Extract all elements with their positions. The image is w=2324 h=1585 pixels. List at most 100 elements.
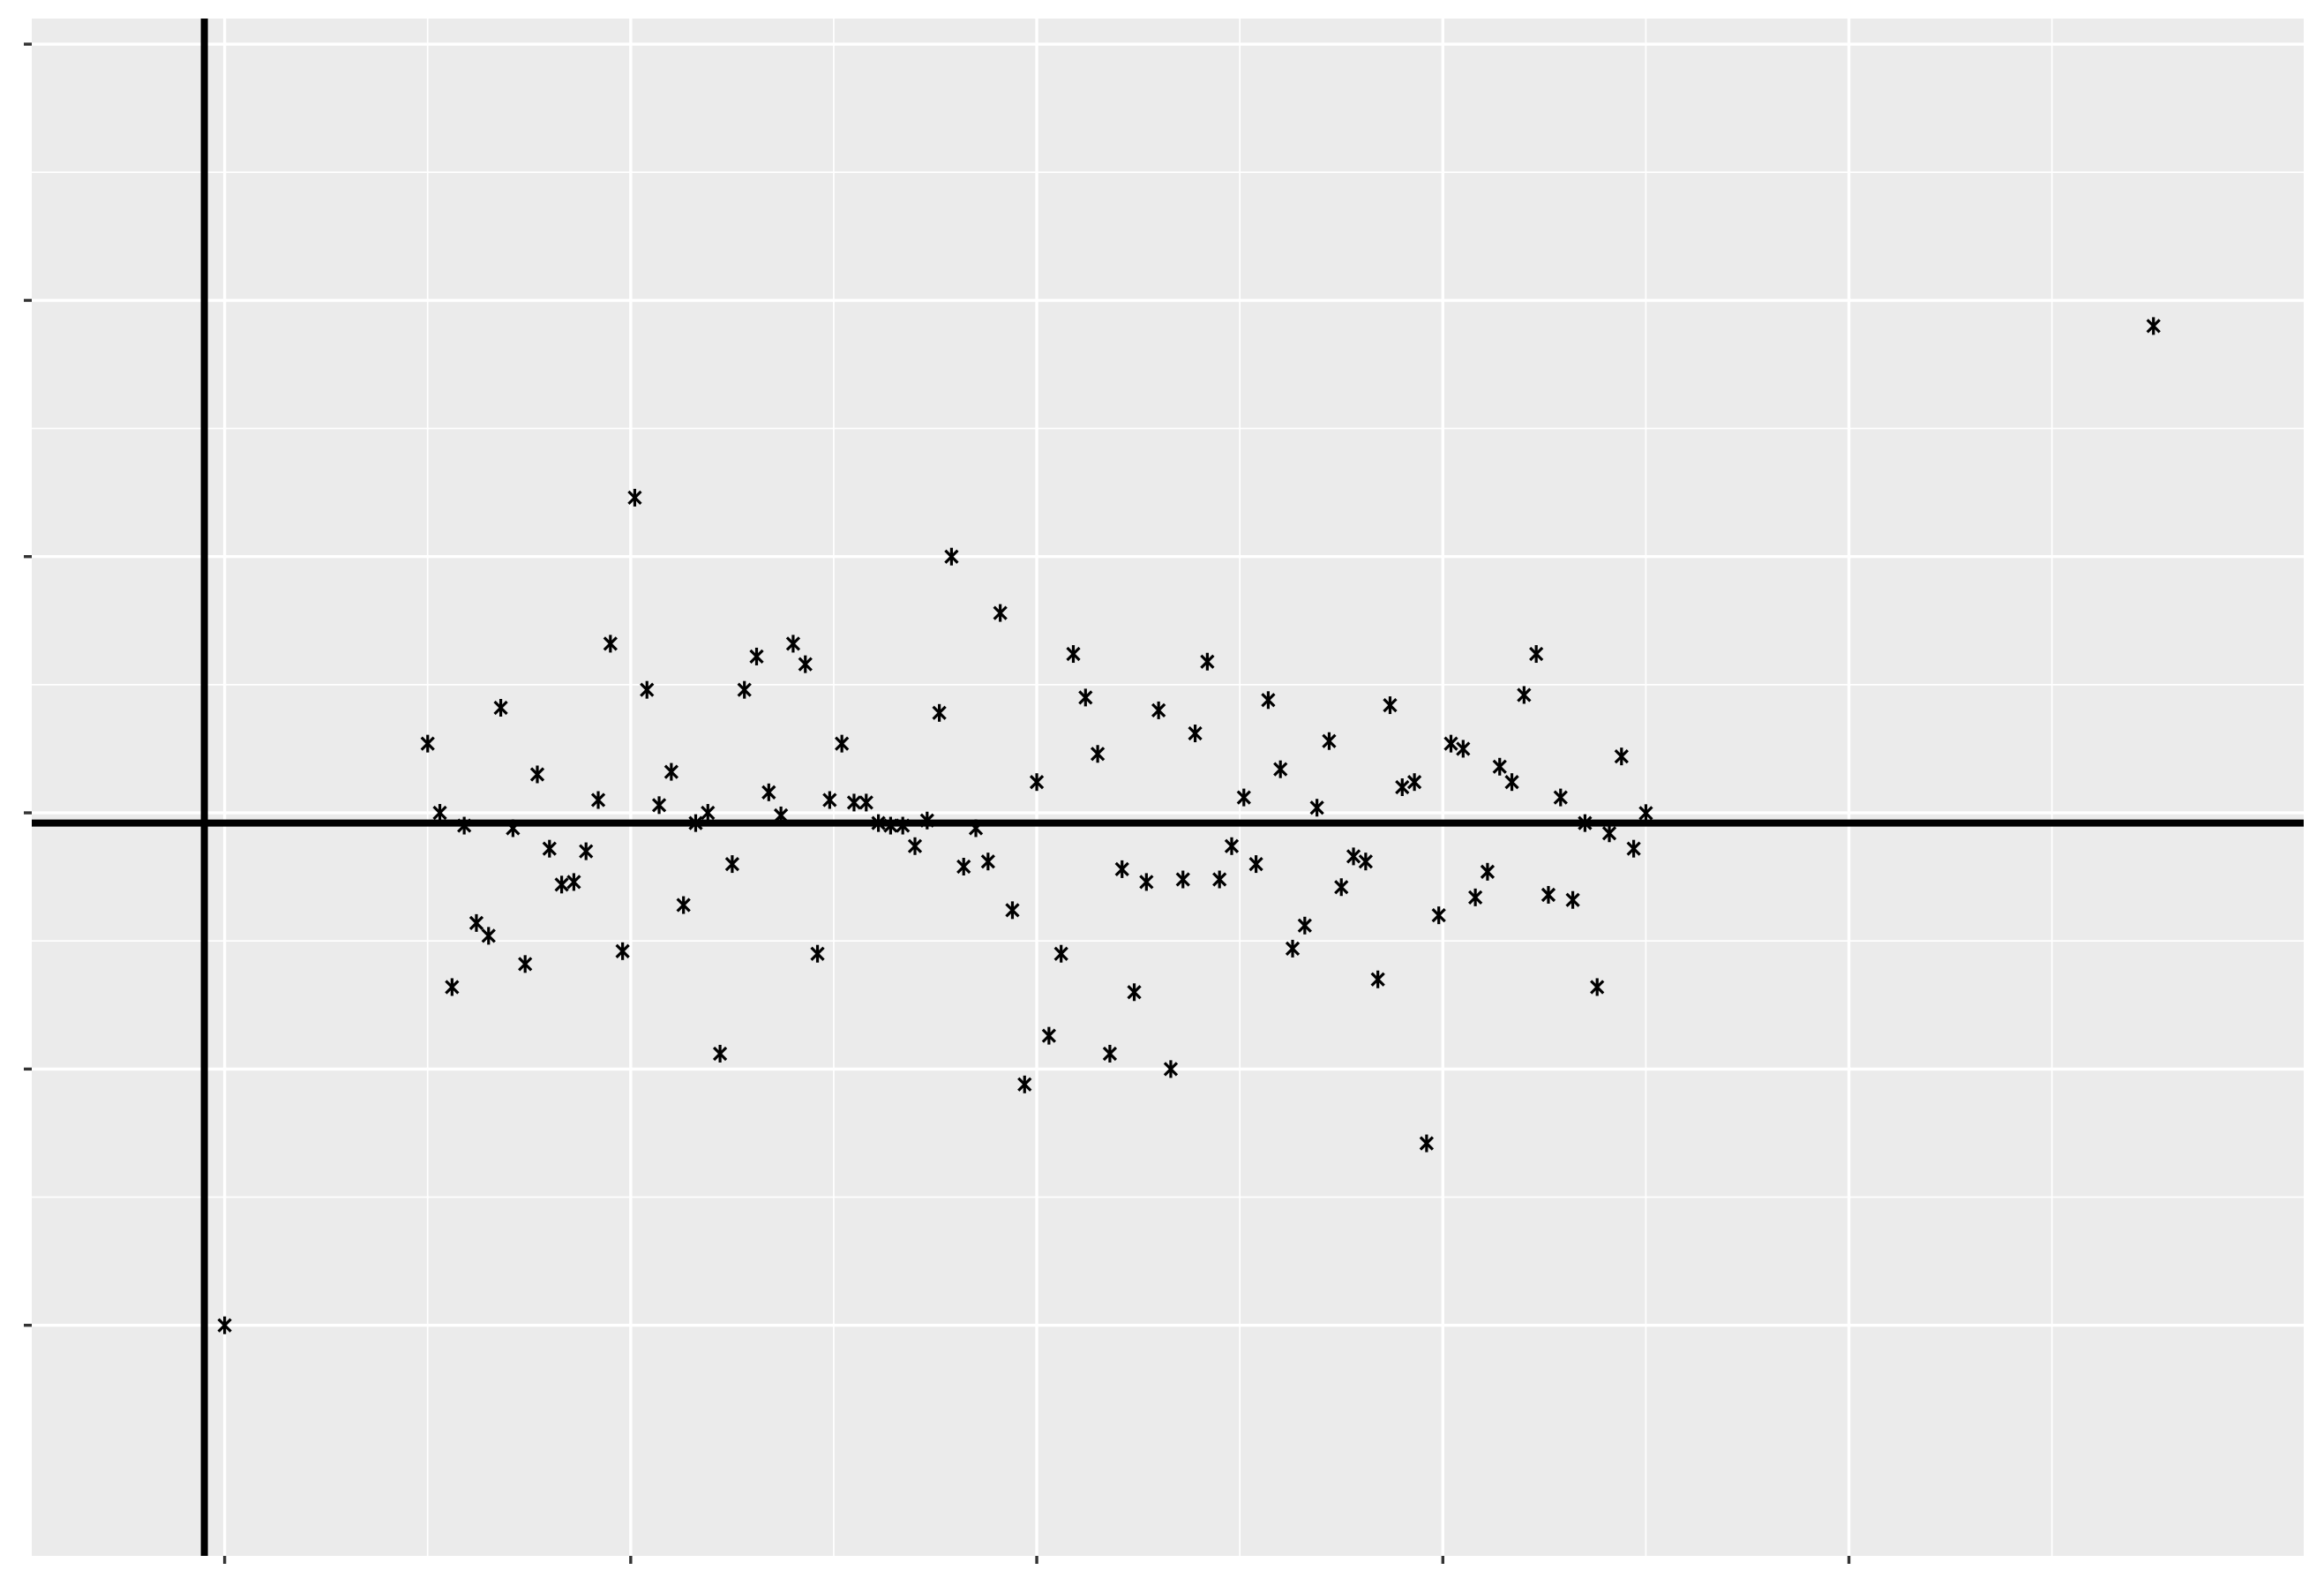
- data-point: [761, 783, 776, 801]
- data-point: [1041, 1026, 1057, 1045]
- data-point: [1200, 652, 1215, 671]
- data-point: [712, 1044, 728, 1063]
- data-point: [1273, 760, 1288, 778]
- data-point: [1578, 814, 1593, 832]
- data-point: [1383, 696, 1398, 715]
- data-point: [217, 1316, 232, 1334]
- data-point: [566, 873, 581, 891]
- data-point: [542, 839, 557, 858]
- data-point: [980, 853, 995, 871]
- data-point: [1395, 778, 1410, 796]
- data-point: [493, 698, 508, 717]
- data-point: [554, 875, 569, 894]
- data-point: [1078, 688, 1093, 707]
- data-point: [822, 791, 837, 809]
- data-point: [1492, 757, 1507, 776]
- data-point: [2146, 317, 2161, 335]
- data-point: [1358, 853, 1373, 871]
- data-point: [944, 547, 959, 566]
- data-point: [603, 635, 618, 653]
- data-point: [1443, 734, 1458, 753]
- data-point: [615, 942, 630, 960]
- data-point: [883, 816, 898, 835]
- data-point: [1541, 885, 1556, 904]
- data-point: [835, 734, 850, 753]
- data-point: [1529, 645, 1544, 664]
- data-point: [663, 762, 678, 781]
- data-point: [1626, 839, 1641, 858]
- data-point: [1005, 901, 1020, 920]
- data-point: [956, 858, 971, 876]
- data-point: [1504, 773, 1519, 792]
- data-point: [457, 816, 472, 835]
- data-point: [1090, 745, 1106, 763]
- data-point: [858, 793, 873, 812]
- data-point: [773, 806, 789, 824]
- data-point: [1553, 788, 1568, 807]
- data-point: [1066, 645, 1081, 664]
- data-point: [1456, 740, 1471, 758]
- data-point: [846, 793, 862, 812]
- data-point: [1261, 691, 1276, 710]
- data-point: [871, 814, 886, 832]
- data-point: [506, 819, 521, 838]
- data-point: [1419, 1134, 1435, 1153]
- data-point: [1212, 870, 1227, 889]
- data-point: [1322, 732, 1337, 750]
- data-point: [1175, 870, 1190, 889]
- data-point: [896, 816, 911, 835]
- data-point: [1248, 855, 1263, 874]
- data-point: [445, 978, 460, 996]
- data-point: [1309, 799, 1324, 817]
- data-point: [1163, 1060, 1179, 1078]
- data-point: [724, 855, 740, 874]
- major-gridlines: [32, 19, 2304, 1556]
- data-point: [968, 819, 984, 838]
- data-point: [1565, 890, 1580, 909]
- data-point: [1601, 824, 1617, 843]
- data-point: [1017, 1075, 1032, 1093]
- data-points: [217, 317, 2161, 1334]
- data-point: [1370, 970, 1385, 988]
- data-point: [688, 814, 703, 832]
- axis-ticks: [24, 42, 1851, 1564]
- data-point: [798, 655, 813, 673]
- data-point: [785, 635, 801, 653]
- data-point: [1614, 747, 1629, 766]
- data-point: [1346, 847, 1361, 866]
- data-point: [420, 734, 435, 753]
- data-point: [907, 837, 923, 855]
- data-point: [1334, 878, 1349, 897]
- data-point: [810, 944, 825, 963]
- reference-lines: [32, 19, 2304, 1556]
- minor-gridlines: [32, 19, 2304, 1556]
- data-point: [1297, 916, 1312, 935]
- data-point: [529, 765, 545, 784]
- data-point: [993, 604, 1008, 622]
- data-point: [1236, 788, 1251, 807]
- data-point: [469, 913, 484, 932]
- data-point: [1590, 978, 1605, 996]
- data-point: [590, 791, 606, 809]
- data-point: [1188, 725, 1203, 743]
- data-point: [1285, 939, 1301, 958]
- data-point: [701, 804, 716, 823]
- plot-panel: [32, 19, 2304, 1556]
- data-point: [919, 811, 934, 830]
- data-point: [1102, 1044, 1118, 1063]
- data-point: [1480, 862, 1496, 881]
- data-point: [676, 896, 691, 914]
- data-point: [651, 796, 667, 815]
- data-point: [1406, 773, 1422, 792]
- data-point: [1029, 773, 1045, 792]
- data-point: [737, 680, 752, 699]
- data-point: [1638, 804, 1653, 823]
- data-point: [432, 804, 447, 823]
- data-point: [518, 955, 533, 973]
- data-point: [1151, 701, 1166, 719]
- data-point: [1431, 906, 1446, 925]
- data-point: [579, 842, 594, 860]
- data-point: [749, 647, 764, 665]
- data-point: [640, 680, 655, 699]
